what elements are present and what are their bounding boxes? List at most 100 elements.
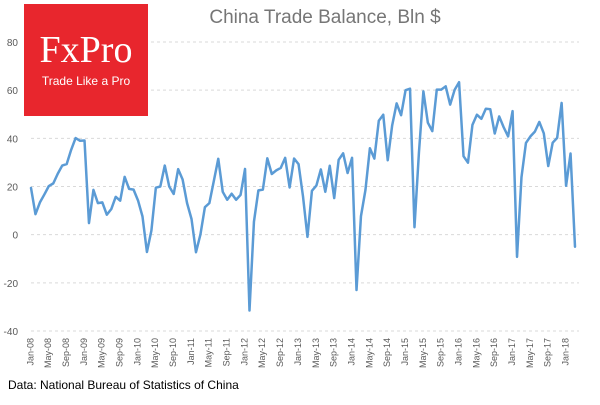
- data-point: [284, 157, 286, 159]
- y-tick-label: 80: [7, 38, 19, 49]
- source-note: Data: National Bureau of Statistics of C…: [8, 378, 239, 392]
- data-point: [498, 115, 500, 118]
- data-point: [364, 189, 367, 191]
- x-tick-label: Jan-18: [560, 338, 570, 366]
- x-tick-label: May-09: [97, 338, 107, 368]
- data-point: [110, 208, 112, 210]
- data-point: [485, 108, 487, 110]
- data-point: [204, 206, 206, 208]
- logo-tagline: Trade Like a Pro: [41, 74, 131, 88]
- data-point: [538, 121, 540, 123]
- data-point: [565, 185, 567, 187]
- data-point: [293, 157, 295, 160]
- data-point: [516, 256, 518, 258]
- data-point: [391, 124, 393, 126]
- x-tick-label: May-16: [471, 338, 481, 368]
- y-tick-label: 20: [7, 183, 19, 194]
- x-tick-label: Sep-16: [489, 338, 499, 367]
- x-tick-label: May-08: [43, 338, 53, 368]
- data-point: [190, 218, 193, 220]
- data-point: [217, 158, 219, 160]
- data-point: [378, 120, 380, 122]
- x-tick-label: Jan-15: [400, 338, 410, 366]
- data-point: [92, 189, 95, 191]
- x-tick-label: Sep-12: [275, 338, 285, 367]
- data-point: [235, 199, 237, 201]
- data-point: [141, 215, 144, 217]
- x-tick-label: May-14: [364, 338, 374, 368]
- data-point: [248, 309, 251, 312]
- data-point: [333, 197, 335, 199]
- data-point: [324, 191, 326, 193]
- data-point: [79, 140, 81, 142]
- data-point: [534, 130, 536, 133]
- data-point: [547, 165, 549, 167]
- chart-title: China Trade Balance, Bln $: [209, 7, 441, 28]
- x-tick-label: May-10: [150, 338, 160, 368]
- x-tick-label: Jan-09: [79, 338, 89, 366]
- data-point: [253, 221, 255, 223]
- y-axis: -40 -20 0 20 40 60 80: [4, 38, 19, 338]
- data-point: [146, 251, 148, 253]
- data-point: [52, 182, 54, 184]
- data-point: [208, 202, 210, 204]
- data-point: [222, 191, 224, 193]
- data-point: [257, 189, 260, 191]
- data-point: [266, 157, 268, 159]
- data-point: [70, 149, 72, 151]
- data-point: [271, 173, 273, 175]
- x-tick-label: Sep-17: [543, 338, 553, 367]
- x-tick-label: Jan-10: [132, 338, 142, 366]
- data-point: [177, 168, 179, 170]
- data-point: [476, 114, 478, 116]
- data-point: [213, 180, 215, 182]
- data-point: [48, 185, 50, 187]
- data-point: [34, 213, 37, 215]
- data-point: [119, 200, 121, 202]
- data-point: [329, 165, 331, 167]
- x-tick-label: Jan-14: [346, 338, 356, 366]
- data-point: [422, 90, 424, 92]
- data-point: [315, 184, 317, 187]
- data-point: [471, 124, 474, 126]
- data-point: [311, 190, 313, 192]
- data-point: [525, 142, 527, 144]
- data-point: [574, 246, 576, 248]
- data-point: [396, 102, 398, 105]
- x-tick-label: May-17: [525, 338, 535, 368]
- data-point: [338, 159, 340, 161]
- x-tick-label: May-13: [311, 338, 321, 368]
- data-point: [445, 85, 447, 87]
- data-point: [373, 157, 375, 160]
- data-point: [226, 199, 228, 201]
- x-tick-label: Jan-12: [239, 338, 249, 366]
- data-point: [320, 168, 322, 171]
- data-point: [74, 137, 77, 139]
- x-tick-label: Sep-08: [61, 338, 71, 367]
- data-point: [186, 202, 188, 204]
- data-point: [280, 167, 282, 169]
- data-point: [552, 142, 554, 144]
- series-layer: [29, 80, 577, 312]
- data-point: [543, 132, 545, 134]
- data-point: [132, 189, 135, 191]
- data-point: [159, 185, 161, 188]
- data-point: [507, 135, 509, 138]
- data-point: [30, 187, 32, 189]
- data-point: [168, 185, 170, 188]
- x-tick-label: Jan-17: [507, 338, 517, 366]
- data-point: [458, 81, 460, 83]
- data-point: [101, 201, 103, 203]
- data-point: [387, 159, 389, 161]
- data-point: [503, 126, 505, 128]
- x-tick-label: Sep-15: [436, 338, 446, 367]
- data-point: [351, 157, 353, 159]
- y-tick-label: 0: [12, 231, 18, 242]
- data-point: [61, 164, 63, 167]
- data-point: [128, 188, 130, 190]
- x-tick-label: May-11: [204, 338, 214, 367]
- y-tick-label: 40: [7, 134, 19, 145]
- data-point: [115, 196, 117, 198]
- data-point: [199, 233, 202, 236]
